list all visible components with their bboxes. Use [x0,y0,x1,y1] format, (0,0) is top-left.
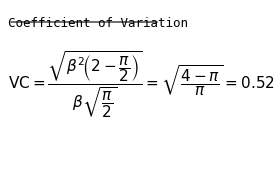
Text: $\mathrm{VC} = \dfrac{\sqrt{\beta^2\!\left(2-\dfrac{\pi}{2}\right)}}{\beta\sqrt{: $\mathrm{VC} = \dfrac{\sqrt{\beta^2\!\le… [8,50,274,120]
Text: Coefficient of Variation: Coefficient of Variation [8,17,188,30]
